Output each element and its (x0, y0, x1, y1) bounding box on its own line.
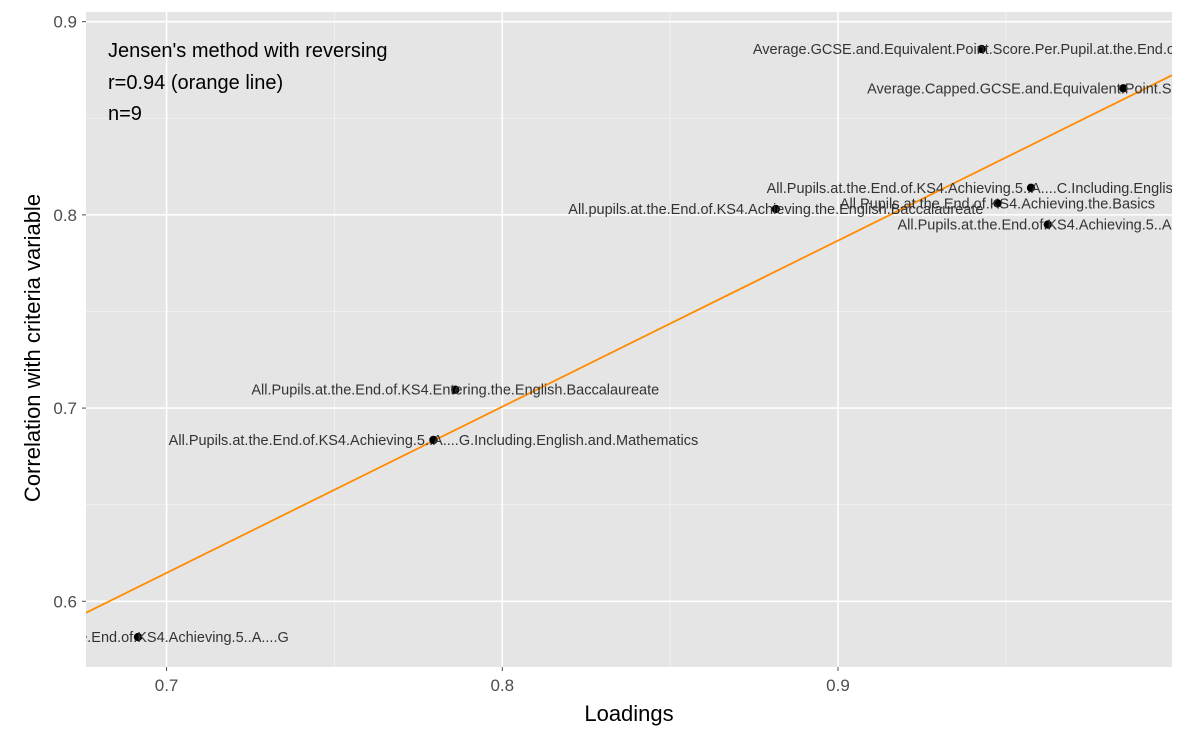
y-tick-label: 0.6 (53, 592, 77, 611)
points-layer (133, 44, 1128, 642)
data-point (1119, 84, 1128, 93)
data-point (1026, 183, 1036, 193)
data-point (451, 385, 460, 394)
regression-line (86, 74, 1172, 614)
data-point-label: All.Pupils.at.the.End.of.KS4.Achieving.5… (0, 630, 289, 646)
plot-panel (86, 12, 1172, 667)
data-point (977, 44, 986, 54)
point-labels-layer: All.Pupils.at.the.End.of.KS4.Achieving.5… (0, 42, 1200, 646)
data-point (771, 204, 781, 214)
data-point (133, 632, 143, 642)
annotation-n: n=9 (108, 103, 142, 125)
x-tick-label: 0.9 (826, 676, 850, 695)
minor-gridlines (86, 12, 1172, 667)
data-point-label: All.Pupils.at.the.End.of.KS4.Achieving.5… (767, 181, 1200, 197)
annotation-block: Jensen's method with reversing r=0.94 (o… (108, 40, 388, 125)
x-tick-label: 0.8 (490, 676, 514, 695)
annotation-method: Jensen's method with reversing (108, 40, 388, 62)
data-point-label: Average.GCSE.and.Equivalent.Point.Score.… (753, 42, 1200, 58)
data-point-label: Average.Capped.GCSE.and.Equivalent.Point… (867, 81, 1200, 97)
data-point (1043, 220, 1052, 229)
annotation-correlation: r=0.94 (orange line) (108, 72, 283, 94)
y-axis-ticks: 0.6 0.7 0.8 0.9 (53, 13, 86, 611)
data-point-label: All.pupils.at.the.End.of.KS4.Achieving.t… (568, 202, 983, 218)
y-tick-label: 0.7 (53, 399, 77, 418)
data-point-label: All.Pupils.at.the.End.of.KS4.Achieving.t… (840, 196, 1155, 212)
x-axis-ticks: 0.7 0.8 0.9 (155, 667, 850, 695)
data-point-label: All.Pupils.at.the.End.of.KS4.Achieving.5… (897, 218, 1198, 234)
y-tick-label: 0.8 (53, 206, 77, 225)
data-point-label: All.Pupils.at.the.End.of.KS4.Entering.th… (251, 383, 659, 399)
y-axis-title: Correlation with criteria variable (20, 194, 45, 502)
data-point-label: All.Pupils.at.the.End.of.KS4.Achieving.5… (169, 433, 699, 449)
y-tick-label: 0.9 (53, 13, 77, 32)
fit-line-layer (86, 74, 1172, 614)
x-tick-label: 0.7 (155, 676, 179, 695)
x-axis-title: Loadings (584, 701, 673, 726)
major-gridlines (86, 12, 1172, 667)
data-point (993, 199, 1002, 208)
data-point (429, 435, 438, 445)
